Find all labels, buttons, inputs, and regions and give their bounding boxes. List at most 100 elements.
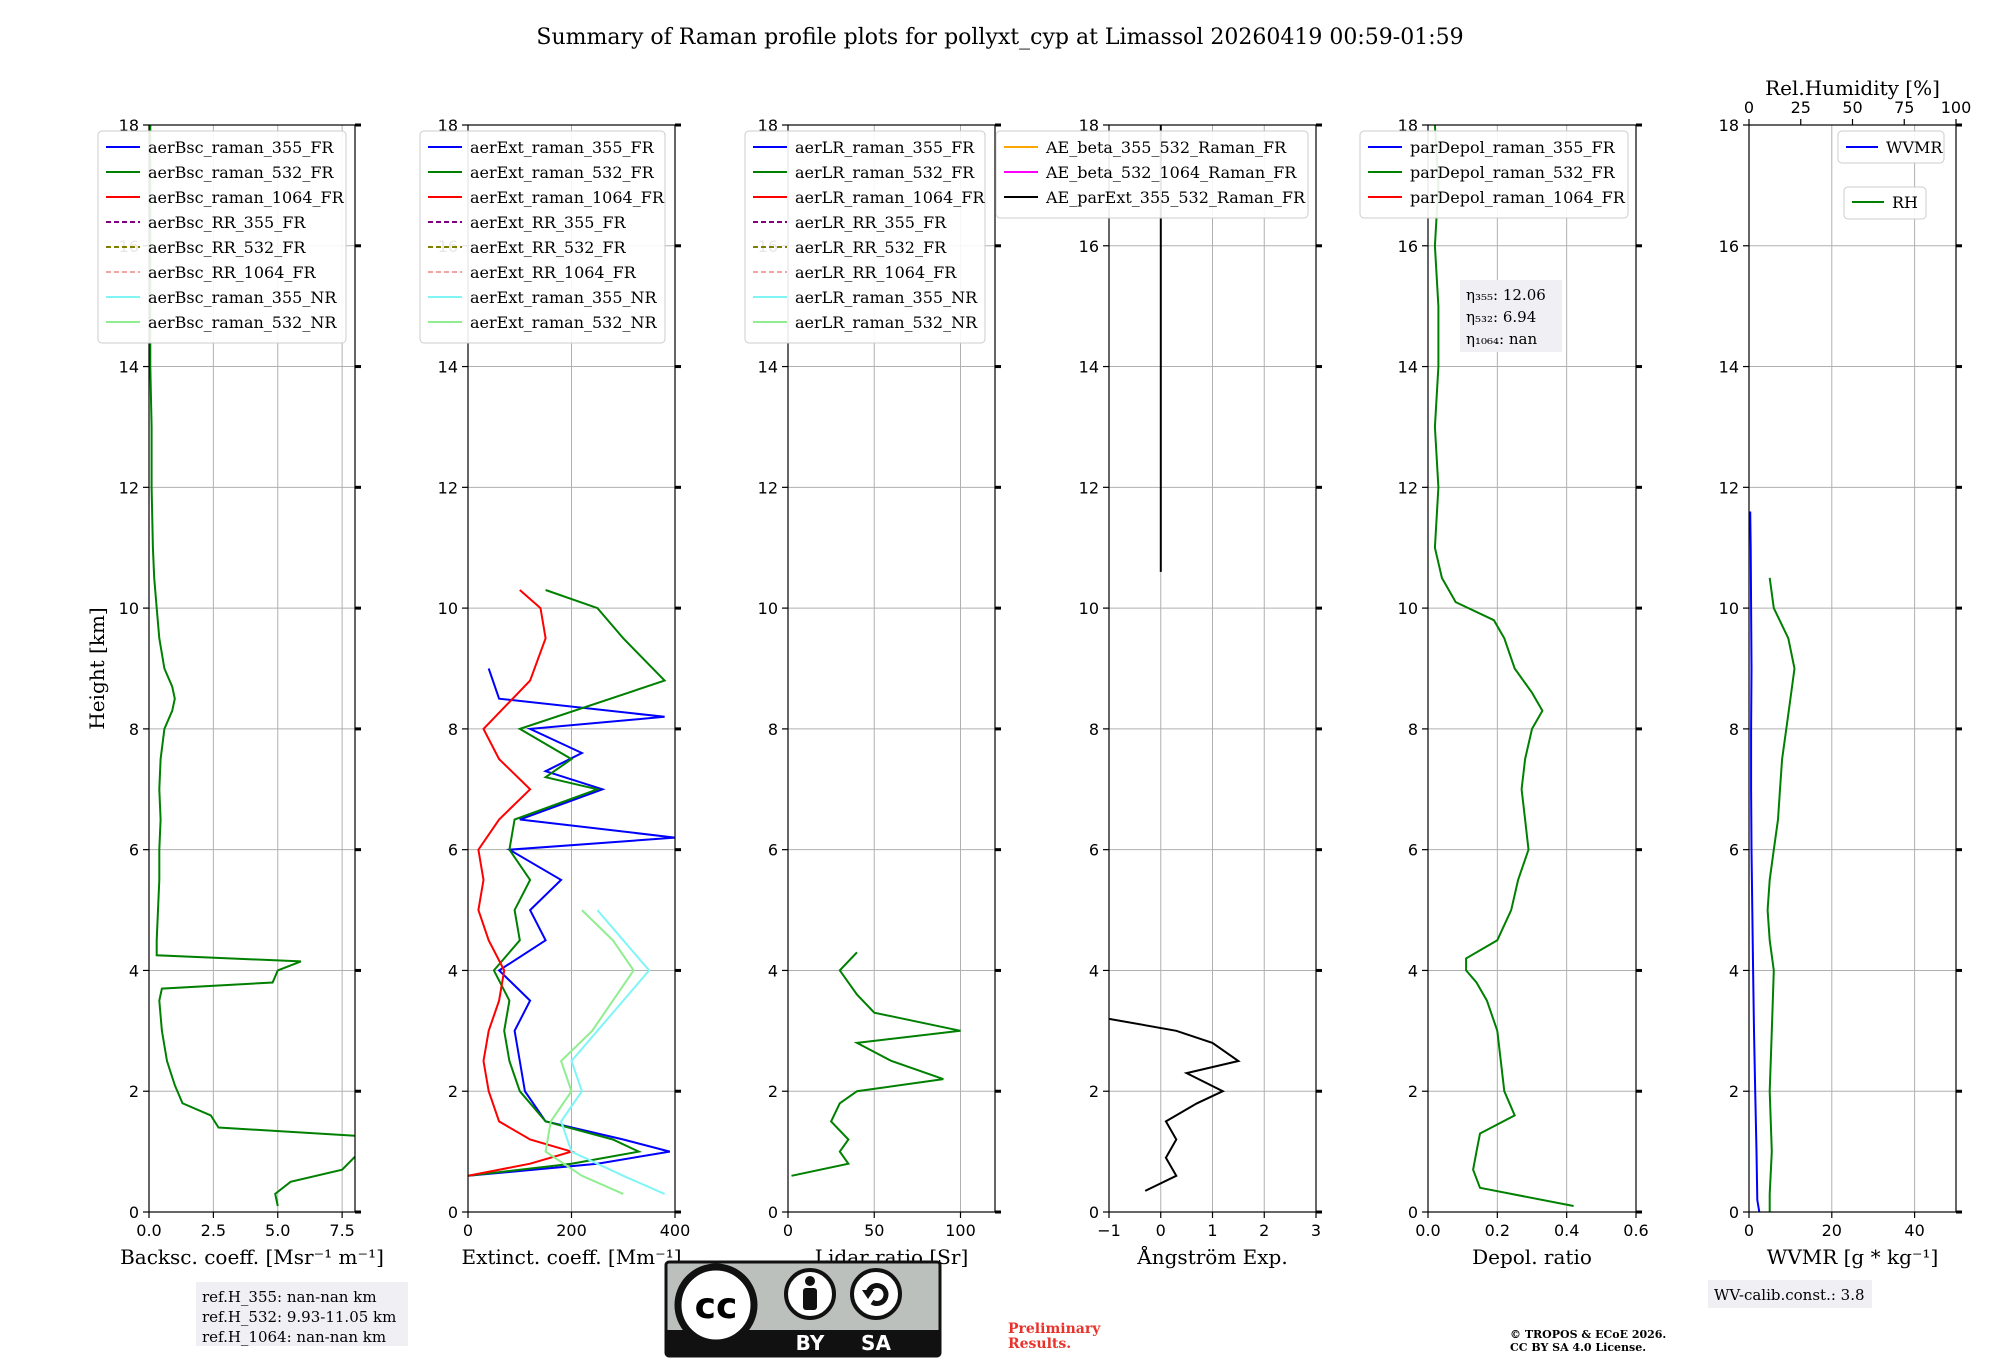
y-tick-label: 2 bbox=[1089, 1082, 1099, 1101]
legend-label: aerBsc_RR_355_FR bbox=[148, 213, 306, 232]
series-line-aerLR_raman_532_FR bbox=[791, 951, 961, 1177]
legend-label: aerExt_RR_1064_FR bbox=[470, 263, 637, 282]
y-tick-label: 4 bbox=[1729, 961, 1739, 980]
legend-label: aerBsc_RR_1064_FR bbox=[148, 263, 317, 282]
axes-frame bbox=[1427, 124, 1637, 1213]
x-tick-label: 0 bbox=[463, 1221, 473, 1240]
grid-lines bbox=[1108, 124, 1317, 1213]
license-by-label: BY bbox=[796, 1331, 825, 1355]
legend-label: aerLR_RR_355_FR bbox=[795, 213, 947, 232]
x-axis-label: WVMR [g * kg⁻¹] bbox=[1767, 1245, 1939, 1269]
y-tick-label: 0 bbox=[1729, 1203, 1739, 1222]
y-tick-label: 0 bbox=[448, 1203, 458, 1222]
series-group bbox=[468, 589, 675, 1195]
y-axis-label: Height [km] bbox=[85, 607, 109, 729]
legend-label: aerExt_raman_532_NR bbox=[470, 313, 658, 332]
x2-axis-label: Rel.Humidity [%] bbox=[1765, 76, 1940, 100]
y-tick-label: 4 bbox=[1089, 961, 1099, 980]
series-group bbox=[1109, 125, 1241, 1192]
x-tick-label: 200 bbox=[556, 1221, 587, 1240]
y-tick-label: 2 bbox=[1408, 1082, 1418, 1101]
legend-label: aerLR_raman_355_FR bbox=[795, 138, 975, 157]
y-tick-label: 8 bbox=[129, 720, 139, 739]
y-tick-label: 6 bbox=[448, 841, 458, 860]
y-tick-label: 18 bbox=[758, 116, 778, 135]
y-tick-label: 0 bbox=[1089, 1203, 1099, 1222]
legend: aerLR_raman_355_FR aerLR_raman_532_FR aerL… bbox=[744, 130, 986, 344]
legend-label: aerLR_raman_1064_FR bbox=[795, 188, 985, 207]
x-axis-label: Extinct. coeff. [Mm⁻¹] bbox=[461, 1245, 681, 1269]
x-tick-label: 0.0 bbox=[136, 1221, 161, 1240]
wv-calib-box: WV-calib.const.: 3.8 bbox=[1708, 1280, 1872, 1308]
eta-annotation: η₁₀₆₄: nan bbox=[1466, 330, 1537, 348]
panel-3: 024681012141618050100Lidar ratio [Sr]aer… bbox=[744, 116, 1001, 1269]
y-tick-label: 2 bbox=[129, 1082, 139, 1101]
y-tick-label: 6 bbox=[1729, 841, 1739, 860]
series-line-WVMR bbox=[1749, 511, 1761, 1212]
y-tick-label: 18 bbox=[1398, 116, 1418, 135]
legend-label: aerLR_RR_532_FR bbox=[795, 238, 947, 257]
panel-2: 0246810121416180200400Extinct. coeff. [M… bbox=[419, 116, 690, 1269]
preliminary-label-line1: Preliminary bbox=[1008, 1321, 1101, 1337]
grid-lines bbox=[1748, 124, 1956, 1213]
legend-label: RH bbox=[1892, 193, 1918, 212]
x2-tick-label: 100 bbox=[1941, 98, 1972, 117]
y-tick-label: 0 bbox=[1408, 1203, 1418, 1222]
x-tick-label: 2.5 bbox=[201, 1221, 226, 1240]
y-tick-label: 14 bbox=[1398, 358, 1418, 377]
y-tick-label: 16 bbox=[1398, 237, 1418, 256]
y-tick-label: 14 bbox=[119, 358, 139, 377]
ref-height-355: ref.H_355: nan-nan km bbox=[202, 1288, 377, 1306]
axes-frame bbox=[1748, 124, 1957, 1213]
axes-frame bbox=[787, 124, 996, 1213]
series-group bbox=[149, 125, 355, 1207]
legend-label: aerExt_raman_532_FR bbox=[470, 163, 655, 182]
series-group bbox=[791, 951, 961, 1177]
y-tick-label: 14 bbox=[438, 358, 458, 377]
y-tick-label: 14 bbox=[758, 358, 778, 377]
y-tick-label: 10 bbox=[1079, 599, 1099, 618]
series-line-aerExt_raman_1064_FR bbox=[468, 589, 576, 1177]
legend: WVMR RH bbox=[1837, 130, 1945, 220]
x-axis-label: Backsc. coeff. [Msr⁻¹ m⁻¹] bbox=[120, 1245, 384, 1269]
preliminary-label-line2: Results. bbox=[1008, 1336, 1071, 1352]
y-tick-label: 16 bbox=[1079, 237, 1099, 256]
y-tick-label: 10 bbox=[119, 599, 139, 618]
legend-label: AE_parExt_355_532_Raman_FR bbox=[1045, 188, 1306, 207]
y-tick-label: 12 bbox=[119, 478, 139, 497]
x-tick-label: 0.6 bbox=[1623, 1221, 1648, 1240]
y-tick-label: 12 bbox=[1079, 478, 1099, 497]
legend-label: aerLR_raman_532_NR bbox=[795, 313, 978, 332]
legend-label: aerBsc_RR_532_FR bbox=[148, 238, 306, 257]
legend-label: aerExt_raman_1064_FR bbox=[470, 188, 665, 207]
y-tick-label: 18 bbox=[438, 116, 458, 135]
eta-annotation: η₃₅₅: 12.06 bbox=[1466, 286, 1546, 304]
series-line-aerExt_raman_532_NR bbox=[544, 909, 635, 1195]
y-tick-label: 4 bbox=[448, 961, 458, 980]
y-tick-label: 6 bbox=[129, 841, 139, 860]
y-tick-label: 12 bbox=[1398, 478, 1418, 497]
figure-title: Summary of Raman profile plots for polly… bbox=[536, 25, 1463, 50]
copyright-line2: CC BY SA 4.0 License. bbox=[1510, 1341, 1646, 1354]
x-tick-label: 0 bbox=[1156, 1221, 1166, 1240]
legend-label: aerExt_RR_532_FR bbox=[470, 238, 627, 257]
x2-tick-label: 75 bbox=[1894, 98, 1914, 117]
y-tick-label: 10 bbox=[1719, 599, 1739, 618]
x2-tick-label: 50 bbox=[1842, 98, 1862, 117]
x-tick-label: 20 bbox=[1822, 1221, 1842, 1240]
series-line-RH bbox=[1766, 577, 1796, 1212]
y-tick-label: 18 bbox=[1079, 116, 1099, 135]
axes-frame bbox=[148, 124, 356, 1213]
y-tick-label: 0 bbox=[768, 1203, 778, 1222]
ref-height-532: ref.H_532: 9.93-11.05 km bbox=[202, 1308, 396, 1326]
y-tick-label: 4 bbox=[768, 961, 778, 980]
eta-annotation: η₅₃₂: 6.94 bbox=[1466, 308, 1536, 326]
y-tick-label: 14 bbox=[1079, 358, 1099, 377]
legend: parDepol_raman_355_FR parDepol_raman_532_… bbox=[1359, 130, 1629, 219]
legend-label: parDepol_raman_1064_FR bbox=[1410, 188, 1626, 207]
y-tick-label: 10 bbox=[1398, 599, 1418, 618]
